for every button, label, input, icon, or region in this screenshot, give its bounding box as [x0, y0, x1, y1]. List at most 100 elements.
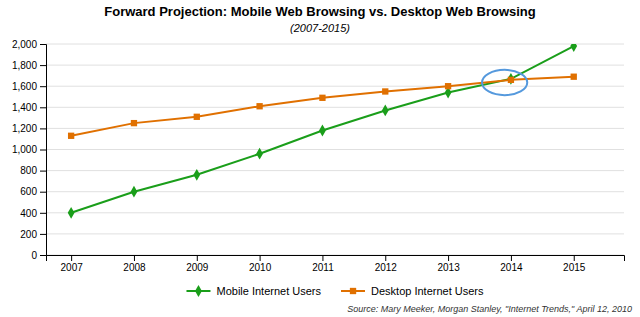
- series-point: [68, 207, 75, 219]
- y-tick-mark: [40, 44, 46, 45]
- y-tick: 600: [20, 186, 46, 197]
- x-axis-line: [47, 256, 625, 262]
- grid-line: [46, 128, 624, 129]
- x-tick: 2014: [500, 255, 523, 273]
- source: Source: Mary Meeker, Morgan Stanley, "In…: [347, 304, 632, 314]
- legend-entry: Desktop Internet Users: [341, 285, 484, 297]
- x-tick-label: 2014: [500, 262, 523, 273]
- grid-line: [46, 107, 624, 108]
- y-axis: 0 200 400 600 800 1,000 1,200 1,400 1,600 1,800 2,…: [12, 39, 47, 261]
- legend-label: Desktop Internet Users: [371, 285, 484, 297]
- x-tick-label: 2015: [563, 262, 586, 273]
- y-tick-label: 1,800: [12, 60, 37, 71]
- series-point: [131, 120, 137, 126]
- grid-line: [46, 212, 624, 213]
- x-tick-mark: [448, 255, 449, 261]
- x-tick: 2009: [186, 255, 209, 273]
- x-tick: 2007: [61, 255, 84, 273]
- subtitle: (2007-2015): [290, 22, 350, 34]
- y-tick-mark: [40, 65, 46, 66]
- x-tick-mark: [511, 255, 512, 261]
- grid: [46, 44, 624, 255]
- y-tick: 1,200: [12, 123, 46, 134]
- legend-label: Mobile Internet Users: [216, 285, 321, 297]
- series-point: [382, 88, 388, 94]
- y-tick-label: 800: [20, 165, 37, 176]
- series-point: [445, 83, 451, 89]
- x-tick-mark: [134, 255, 135, 261]
- marks: [68, 44, 577, 219]
- grid-line: [46, 170, 624, 171]
- series-point: [382, 105, 389, 117]
- plot-area: 2007 2008 2009 2010 2011 2012 2013 2014 2015 0 200…: [12, 39, 625, 273]
- x-tick-mark: [260, 255, 261, 261]
- series-point: [68, 133, 74, 139]
- legend-swatch-marker: [350, 288, 356, 294]
- x-tick: 2013: [437, 255, 460, 273]
- y-tick-mark: [40, 171, 46, 172]
- y-tick-label: 2,000: [12, 39, 37, 50]
- x-tick: 2008: [123, 255, 146, 273]
- y-tick: 400: [20, 208, 46, 219]
- x-tick-label: 2008: [123, 262, 146, 273]
- y-tick-label: 200: [20, 229, 37, 240]
- highlight-ellipse: [482, 70, 527, 95]
- y-tick: 1,600: [12, 81, 46, 92]
- series-line: [71, 77, 574, 136]
- x-tick-label: 2010: [249, 262, 272, 273]
- grid-line: [46, 149, 624, 150]
- y-tick: 1,000: [12, 144, 46, 155]
- series-point: [256, 103, 262, 109]
- y-tick-label: 400: [20, 208, 37, 219]
- y-tick-mark: [40, 150, 46, 151]
- x-tick: 2011: [312, 255, 334, 273]
- x-tick-mark: [71, 255, 72, 261]
- series-point: [319, 95, 325, 101]
- x-tick-mark: [385, 255, 386, 261]
- x-tick: 2012: [375, 255, 398, 273]
- y-axis-line: [40, 45, 47, 256]
- chart: Forward Projection: Mobile Web Browsing …: [0, 0, 640, 317]
- series-point: [194, 114, 200, 120]
- y-tick-label: 1,200: [12, 123, 37, 134]
- series-point: [508, 73, 515, 85]
- y-tick-label: 1,400: [12, 102, 37, 113]
- x-tick-label: 2009: [186, 262, 209, 273]
- grid-line: [46, 86, 624, 87]
- x-tick-mark: [574, 255, 575, 261]
- x-tick: 2010: [249, 255, 272, 273]
- legend-entry: Mobile Internet Users: [186, 285, 321, 297]
- series-point: [131, 186, 138, 198]
- series-point: [193, 169, 200, 181]
- y-tick-label: 600: [20, 186, 37, 197]
- y-tick-label: 0: [31, 250, 37, 261]
- y-tick: 800: [20, 165, 46, 176]
- series-point: [571, 74, 577, 80]
- x-tick-mark: [197, 255, 198, 261]
- grid-line: [46, 233, 624, 234]
- y-tick-label: 1,000: [12, 144, 37, 155]
- x-tick-label: 2007: [61, 262, 84, 273]
- x-tick-mark: [322, 255, 323, 261]
- y-tick: 1,400: [12, 102, 46, 113]
- y-tick-mark: [40, 255, 46, 256]
- y-tick: 200: [20, 229, 46, 240]
- y-tick-label: 1,600: [12, 81, 37, 92]
- y-tick-mark: [40, 234, 46, 235]
- y-tick-mark: [40, 192, 46, 193]
- x-tick-label: 2013: [437, 262, 460, 273]
- y-tick: 1,800: [12, 60, 46, 71]
- x-tick-label: 2012: [375, 262, 398, 273]
- title: Forward Projection: Mobile Web Browsing …: [104, 4, 536, 19]
- x-tick-label: 2011: [312, 262, 334, 273]
- y-tick: 0: [31, 250, 46, 261]
- legend: Mobile Internet Users Desktop Internet Us…: [186, 285, 484, 297]
- y-tick-mark: [40, 128, 46, 129]
- y-tick-mark: [40, 107, 46, 108]
- series-point: [508, 77, 514, 83]
- y-tick-mark: [40, 86, 46, 87]
- grid-line: [46, 44, 624, 45]
- series-point: [319, 125, 326, 137]
- series-point: [570, 44, 577, 52]
- x-tick: 2015: [563, 255, 586, 273]
